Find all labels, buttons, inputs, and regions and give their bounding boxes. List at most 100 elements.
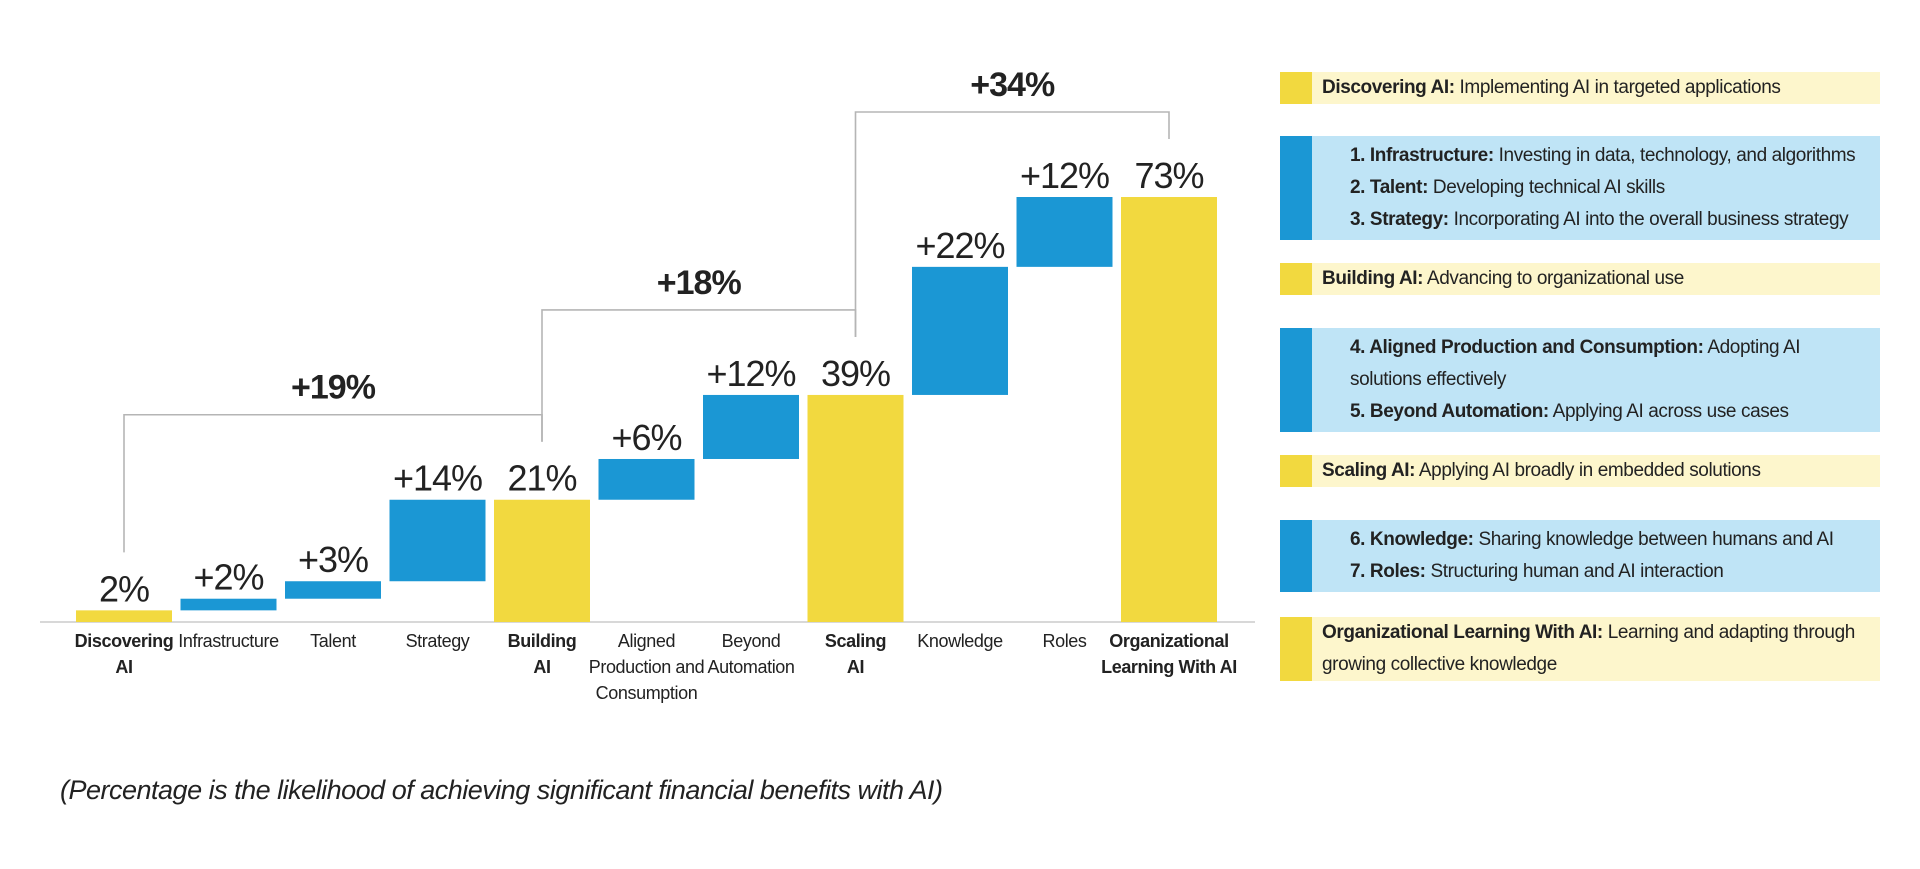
bar-0 bbox=[76, 610, 172, 622]
legend-swatch-4 bbox=[1280, 455, 1312, 487]
bar-10 bbox=[1121, 197, 1217, 622]
legend-swatch-5 bbox=[1280, 520, 1312, 592]
category-label-0-line-0: Discovering bbox=[75, 631, 174, 651]
category-label-2-line-0: Talent bbox=[310, 631, 356, 651]
legend-term: Building AI: bbox=[1322, 268, 1424, 289]
legend-term: Scaling AI: bbox=[1322, 460, 1416, 481]
category-label-4-line-0: Building bbox=[508, 631, 577, 651]
legend-line: 2. Talent: Developing technical AI skill… bbox=[1350, 172, 1872, 204]
legend-description: Developing technical AI skills bbox=[1428, 177, 1665, 198]
legend-description: Structuring human and AI interaction bbox=[1425, 561, 1724, 582]
bar-value-label-0: 2% bbox=[99, 568, 149, 609]
legend-item-5: 6. Knowledge: Sharing knowledge between … bbox=[1280, 520, 1880, 592]
legend-line: 3. Strategy: Incorporating AI into the o… bbox=[1350, 204, 1872, 236]
bar-value-label-10: 73% bbox=[1134, 155, 1203, 196]
legend-description: Applying AI across use cases bbox=[1548, 401, 1789, 422]
bar-value-label-8: +22% bbox=[915, 225, 1004, 266]
category-label-5-line-2: Consumption bbox=[596, 683, 698, 703]
legend-swatch-0 bbox=[1280, 72, 1312, 104]
legend-term: 1. Infrastructure: bbox=[1350, 145, 1494, 166]
bar-6 bbox=[703, 394, 799, 459]
legend-description: Implementing AI in targeted applications bbox=[1454, 77, 1781, 98]
legend-line: 6. Knowledge: Sharing knowledge between … bbox=[1350, 524, 1872, 556]
legend-text-6: Organizational Learning With AI: Learnin… bbox=[1312, 617, 1880, 681]
bar-value-label-5: +6% bbox=[611, 417, 681, 458]
bar-3 bbox=[389, 499, 486, 582]
legend-line: Building AI: Advancing to organizational… bbox=[1322, 263, 1880, 295]
legend-description: Applying AI broadly in embedded solution… bbox=[1415, 460, 1761, 481]
category-label-9-line-0: Roles bbox=[1042, 631, 1086, 651]
legend-text-4: Scaling AI: Applying AI broadly in embed… bbox=[1312, 455, 1880, 487]
category-label-7-line-0: Scaling bbox=[825, 631, 886, 651]
legend-swatch-2 bbox=[1280, 263, 1312, 295]
bar-value-label-6: +12% bbox=[706, 353, 795, 394]
legend-text-5: 6. Knowledge: Sharing knowledge between … bbox=[1312, 520, 1880, 592]
legend-text-1: 1. Infrastructure: Investing in data, te… bbox=[1312, 136, 1880, 240]
bar-2 bbox=[285, 581, 381, 599]
legend-term: 4. Aligned Production and Consumption: bbox=[1350, 337, 1704, 358]
legend-item-6: Organizational Learning With AI: Learnin… bbox=[1280, 617, 1880, 681]
category-label-0-line-1: AI bbox=[115, 657, 132, 677]
legend-item-2: Building AI: Advancing to organizational… bbox=[1280, 263, 1880, 295]
category-label-5-line-1: Production and bbox=[589, 657, 705, 677]
bar-7 bbox=[807, 394, 904, 622]
bar-value-label-4: 21% bbox=[507, 458, 576, 499]
category-label-7-line-1: AI bbox=[847, 657, 864, 677]
bar-4 bbox=[494, 499, 590, 622]
category-label-3-line-0: Strategy bbox=[406, 631, 470, 651]
category-label-10-line-1: Learning With AI bbox=[1101, 657, 1237, 677]
category-label-6-line-1: Automation bbox=[707, 657, 794, 677]
category-label-1-line-0: Infrastructure bbox=[178, 631, 279, 651]
legend-item-3: 4. Aligned Production and Consumption: A… bbox=[1280, 328, 1880, 432]
legend-line: 1. Infrastructure: Investing in data, te… bbox=[1350, 140, 1872, 172]
legend-term: Discovering AI: bbox=[1322, 77, 1455, 98]
legend-description: Advancing to organizational use bbox=[1423, 268, 1684, 289]
legend-description: Investing in data, technology, and algor… bbox=[1493, 145, 1856, 166]
legend-description: Sharing knowledge between humans and AI bbox=[1473, 529, 1834, 550]
bracket-label-2: +34% bbox=[970, 66, 1055, 104]
legend-description: Learning and adapting through growing co… bbox=[1322, 622, 1855, 675]
legend-swatch-3 bbox=[1280, 328, 1312, 432]
legend-item-0: Discovering AI: Implementing AI in targe… bbox=[1280, 72, 1880, 104]
legend-swatch-1 bbox=[1280, 136, 1312, 240]
legend-line: 7. Roles: Structuring human and AI inter… bbox=[1350, 556, 1872, 588]
legend-description: Incorporating AI into the overall busine… bbox=[1448, 209, 1849, 230]
category-label-8-line-0: Knowledge bbox=[917, 631, 1003, 651]
legend-text-2: Building AI: Advancing to organizational… bbox=[1312, 263, 1880, 295]
legend-line: 4. Aligned Production and Consumption: A… bbox=[1350, 332, 1872, 396]
legend-term: 3. Strategy: bbox=[1350, 209, 1449, 230]
legend-text-0: Discovering AI: Implementing AI in targe… bbox=[1312, 72, 1880, 104]
bracket-label-1: +18% bbox=[657, 264, 742, 302]
legend-description: Adopting AI solutions effectively bbox=[1350, 337, 1801, 390]
chart-footnote: (Percentage is the likelihood of achievi… bbox=[60, 775, 943, 805]
waterfall-chart: 2% +2% +3% +14% 21% +6% +12% 39% +22% +12% 73% Disc… bbox=[40, 66, 1255, 703]
bar-value-label-9: +12% bbox=[1020, 155, 1109, 196]
legend-term: 5. Beyond Automation: bbox=[1350, 401, 1549, 422]
legend-line: Scaling AI: Applying AI broadly in embed… bbox=[1322, 455, 1880, 487]
legend-term: 6. Knowledge: bbox=[1350, 529, 1474, 550]
category-label-10-line-0: Organizational bbox=[1109, 631, 1228, 651]
bar-value-label-1: +2% bbox=[193, 557, 263, 598]
bar-value-label-7: 39% bbox=[821, 353, 890, 394]
legend-swatch-6 bbox=[1280, 617, 1312, 681]
bar-value-label-2: +3% bbox=[298, 539, 368, 580]
legend-term: 2. Talent: bbox=[1350, 177, 1428, 198]
category-label-4-line-1: AI bbox=[533, 657, 550, 677]
legend-line: Organizational Learning With AI: Learnin… bbox=[1322, 617, 1880, 681]
legend-line: Discovering AI: Implementing AI in targe… bbox=[1322, 72, 1880, 104]
bar-8 bbox=[912, 266, 1008, 395]
bar-1 bbox=[180, 598, 277, 611]
category-label-5-line-0: Aligned bbox=[618, 631, 675, 651]
legend-item-1: 1. Infrastructure: Investing in data, te… bbox=[1280, 136, 1880, 240]
category-label-6-line-0: Beyond bbox=[722, 631, 781, 651]
bracket-label-0: +19% bbox=[291, 369, 376, 407]
legend-term: Organizational Learning With AI: bbox=[1322, 622, 1603, 643]
bar-9 bbox=[1016, 197, 1113, 267]
bracket-2 bbox=[854, 111, 1170, 337]
bar-5 bbox=[598, 458, 695, 500]
legend-term: 7. Roles: bbox=[1350, 561, 1426, 582]
legend-text-3: 4. Aligned Production and Consumption: A… bbox=[1312, 328, 1880, 432]
legend-line: 5. Beyond Automation: Applying AI across… bbox=[1350, 396, 1872, 428]
legend-item-4: Scaling AI: Applying AI broadly in embed… bbox=[1280, 455, 1880, 487]
bar-value-label-3: +14% bbox=[393, 458, 482, 499]
